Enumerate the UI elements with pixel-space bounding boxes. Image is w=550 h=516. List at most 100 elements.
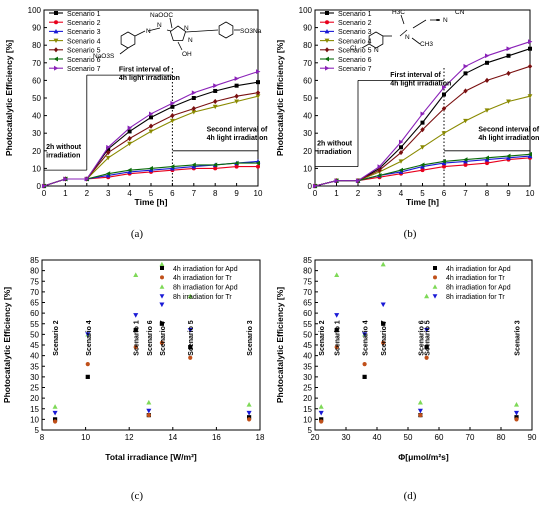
y-axis-label: Photocatalytic Efficiency [%] xyxy=(275,40,285,156)
legend-marker xyxy=(433,266,437,270)
x-tick-label: 2 xyxy=(356,189,361,198)
data-point-s7-3 xyxy=(106,144,111,150)
pyridine-ring-icon xyxy=(368,31,384,49)
data-point-s3-0 xyxy=(318,404,324,409)
data-point-s1-5 xyxy=(188,345,193,350)
legend-marker xyxy=(325,65,330,71)
legend-label: 4h irradiation for Tr xyxy=(446,275,505,282)
y-tick-label: 35 xyxy=(30,362,39,371)
data-point-s4-8 xyxy=(484,108,490,113)
x-tick-label: 7 xyxy=(192,189,197,198)
annotation-3: Second interval of xyxy=(207,126,268,133)
chart-panel-3: 8 10 12 14 16 1851015202530354045505560657075… xyxy=(2,256,265,462)
data-point-s3-6 xyxy=(513,401,520,407)
x-tick-label: 3 xyxy=(106,189,111,198)
data-point-s4-7 xyxy=(191,110,197,115)
y-tick-label: 45 xyxy=(303,341,312,350)
data-point-s3-10 xyxy=(527,153,533,159)
data-point-s4-7 xyxy=(463,118,468,124)
data-point-s3-0 xyxy=(52,404,58,409)
data-point-s6-3 xyxy=(377,173,382,178)
data-point-s5-9 xyxy=(234,93,239,99)
data-point-s3-3 xyxy=(380,261,386,267)
atom-label: N xyxy=(374,47,379,54)
bond-line xyxy=(185,29,219,33)
atom-label: OH xyxy=(182,51,192,58)
data-point-s5-8 xyxy=(213,98,218,105)
data-point-s7-0 xyxy=(42,183,47,189)
y-tick-label: 10 xyxy=(303,415,312,424)
data-point-s4-0 xyxy=(52,410,58,416)
x-tick-label: 70 xyxy=(466,433,475,442)
scenario-label: Scenario 1 xyxy=(335,320,342,356)
scenario-label: Scenario 3 xyxy=(247,320,254,356)
data-point-s4-3 xyxy=(105,155,111,161)
data-point-s2-5 xyxy=(424,355,429,360)
x-tick-label: 6 xyxy=(170,189,175,198)
data-point-s6-4 xyxy=(127,167,132,173)
scenario-label: Scenario 6 xyxy=(147,320,154,356)
data-point-s5-4 xyxy=(398,149,404,156)
bond-line xyxy=(361,43,370,49)
legend-marker xyxy=(53,29,59,34)
legend-marker xyxy=(54,65,59,71)
y-tick-label: 25 xyxy=(30,384,39,393)
data-point-s4-4 xyxy=(398,159,404,164)
data-point-s7-6 xyxy=(170,100,175,106)
legend-marker xyxy=(325,20,329,25)
data-point-s7-10 xyxy=(256,69,261,74)
atom-label: N xyxy=(188,37,193,44)
data-point-s4-4 xyxy=(159,302,165,308)
data-point-s4-10 xyxy=(255,94,261,99)
atom-label: N xyxy=(443,17,448,24)
x-tick-label: 4 xyxy=(127,189,132,198)
data-point-s4-6 xyxy=(513,410,520,416)
legend-marker xyxy=(325,11,329,15)
y-tick-label: 20 xyxy=(303,147,312,156)
legend-marker xyxy=(324,38,330,43)
x-tick-label: 6 xyxy=(442,189,447,198)
annotation-3: Second interval of xyxy=(478,126,539,133)
data-point-s7-4 xyxy=(399,139,404,145)
data-point-s7-9 xyxy=(506,46,511,52)
data-point-s6-6 xyxy=(170,164,175,170)
data-point-s3-5 xyxy=(187,293,193,299)
data-point-s4-5 xyxy=(420,145,425,150)
data-point-s4-3 xyxy=(380,302,386,308)
data-point-s4-4 xyxy=(127,141,132,147)
data-point-s6-7 xyxy=(463,157,468,162)
x-tick-label: 7 xyxy=(463,189,468,198)
annotation-3: 4h light irradiation xyxy=(478,135,539,142)
x-tick-label: 5 xyxy=(420,189,425,198)
atom-label: CH3 xyxy=(420,41,433,48)
data-point-s4-2 xyxy=(133,313,139,318)
y-tick-label: 70 xyxy=(303,288,312,297)
y-tick-label: 100 xyxy=(299,6,313,15)
y-tick-label: 0 xyxy=(37,182,42,191)
y-tick-label: 15 xyxy=(303,405,312,414)
x-axis-label: Time [h] xyxy=(406,197,439,207)
x-tick-label: 2 xyxy=(85,189,90,198)
data-point-s5-5 xyxy=(420,127,425,133)
data-point-s7-1 xyxy=(334,178,339,184)
data-point-s1-0 xyxy=(319,417,324,422)
plot-frame xyxy=(314,9,531,187)
atom-label: N xyxy=(157,22,162,29)
x-tick-label: 3 xyxy=(377,189,382,198)
atom-label: Cl xyxy=(350,45,357,52)
data-point-s1-8 xyxy=(485,60,489,65)
data-point-s5-7 xyxy=(463,88,468,94)
y-tick-label: 5 xyxy=(35,426,40,435)
y-tick-label: 55 xyxy=(30,320,39,329)
x-tick-label: 4 xyxy=(399,189,404,198)
x-tick-label: 60 xyxy=(435,433,444,442)
data-point-s3-5 xyxy=(420,164,425,169)
bond-line xyxy=(169,17,173,29)
data-point-s3-3 xyxy=(146,399,152,405)
legend-label: Scenario 3 xyxy=(338,29,372,36)
data-point-s1-10 xyxy=(256,80,260,85)
annotation-2: First interval of xyxy=(119,67,170,74)
data-point-s2-1 xyxy=(85,362,90,367)
data-point-s3-9 xyxy=(506,155,511,160)
y-tick-label: 30 xyxy=(303,373,312,382)
